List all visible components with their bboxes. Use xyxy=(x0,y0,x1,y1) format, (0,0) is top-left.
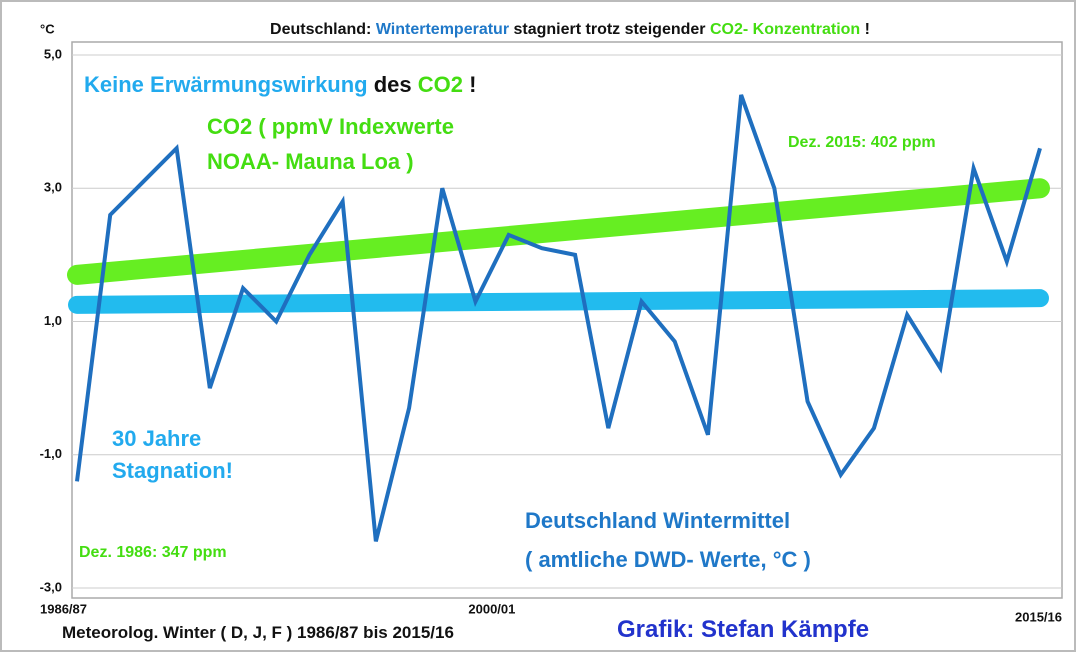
annotation-part: NOAA- Mauna Loa ) xyxy=(207,149,414,174)
annotation: Deutschland Wintermittel xyxy=(525,508,790,533)
annotation: CO2 ( ppmV Indexwerte xyxy=(207,114,454,139)
annotation: Grafik: Stefan Kämpfe xyxy=(617,616,869,643)
x-tick-label: 2000/01 xyxy=(468,601,515,616)
y-tick-label: 1,0 xyxy=(44,313,62,328)
annotation-part: Grafik: Stefan Kämpfe xyxy=(617,616,869,643)
data-line xyxy=(75,94,1042,542)
annotation-part: Dez. 1986: 347 ppm xyxy=(79,544,227,561)
annotation-part: 30 Jahre xyxy=(112,426,201,451)
annotation-part: CO2 xyxy=(418,72,463,97)
title-part: stagniert trotz steigender xyxy=(509,21,710,38)
unit-label: °C xyxy=(40,21,55,36)
x-tick-label: 2015/16 xyxy=(1015,609,1062,624)
annotation-part: Dez. 2015: 402 ppm xyxy=(788,134,936,151)
plot-frame xyxy=(71,41,1063,599)
annotation: Dez. 1986: 347 ppm xyxy=(79,544,227,561)
annotation-part: Keine Erwärmungswirkung xyxy=(84,72,374,97)
trend-line xyxy=(68,289,1049,314)
annotation: ( amtliche DWD- Werte, °C ) xyxy=(525,547,811,572)
title-part: ! xyxy=(860,21,870,38)
annotation-part: ! xyxy=(463,72,476,97)
annotation-part: des xyxy=(374,72,418,97)
annotation-part: Stagnation! xyxy=(112,458,233,483)
x-tick-label: 1986/87 xyxy=(40,601,87,616)
trend-line xyxy=(67,178,1050,285)
y-tick-label: 5,0 xyxy=(44,46,62,61)
annotation: Keine Erwärmungswirkung des CO2 ! xyxy=(84,72,476,97)
title-part: Wintertemperatur xyxy=(376,21,509,38)
annotation: Meteorolog. Winter ( D, J, F ) 1986/87 b… xyxy=(62,623,454,642)
title-part: CO2- Konzentration xyxy=(710,21,860,38)
y-tick-label: 3,0 xyxy=(44,180,62,195)
annotation: NOAA- Mauna Loa ) xyxy=(207,149,414,174)
annotation: 30 Jahre xyxy=(112,426,201,451)
y-tick-label: -1,0 xyxy=(40,446,62,461)
annotation-part: CO2 ( ppmV Indexwerte xyxy=(207,114,454,139)
chart-title: Deutschland: Wintertemperatur stagniert … xyxy=(270,21,870,38)
annotation-part: Meteorolog. Winter ( D, J, F ) 1986/87 b… xyxy=(62,623,454,642)
annotation: Dez. 2015: 402 ppm xyxy=(788,134,936,151)
title-part: Deutschland: xyxy=(270,21,376,38)
annotation: Stagnation! xyxy=(112,458,233,483)
annotation-part: Deutschland Wintermittel xyxy=(525,508,790,533)
y-tick-label: -3,0 xyxy=(40,579,62,594)
annotation-part: ( amtliche DWD- Werte, °C ) xyxy=(525,547,811,572)
